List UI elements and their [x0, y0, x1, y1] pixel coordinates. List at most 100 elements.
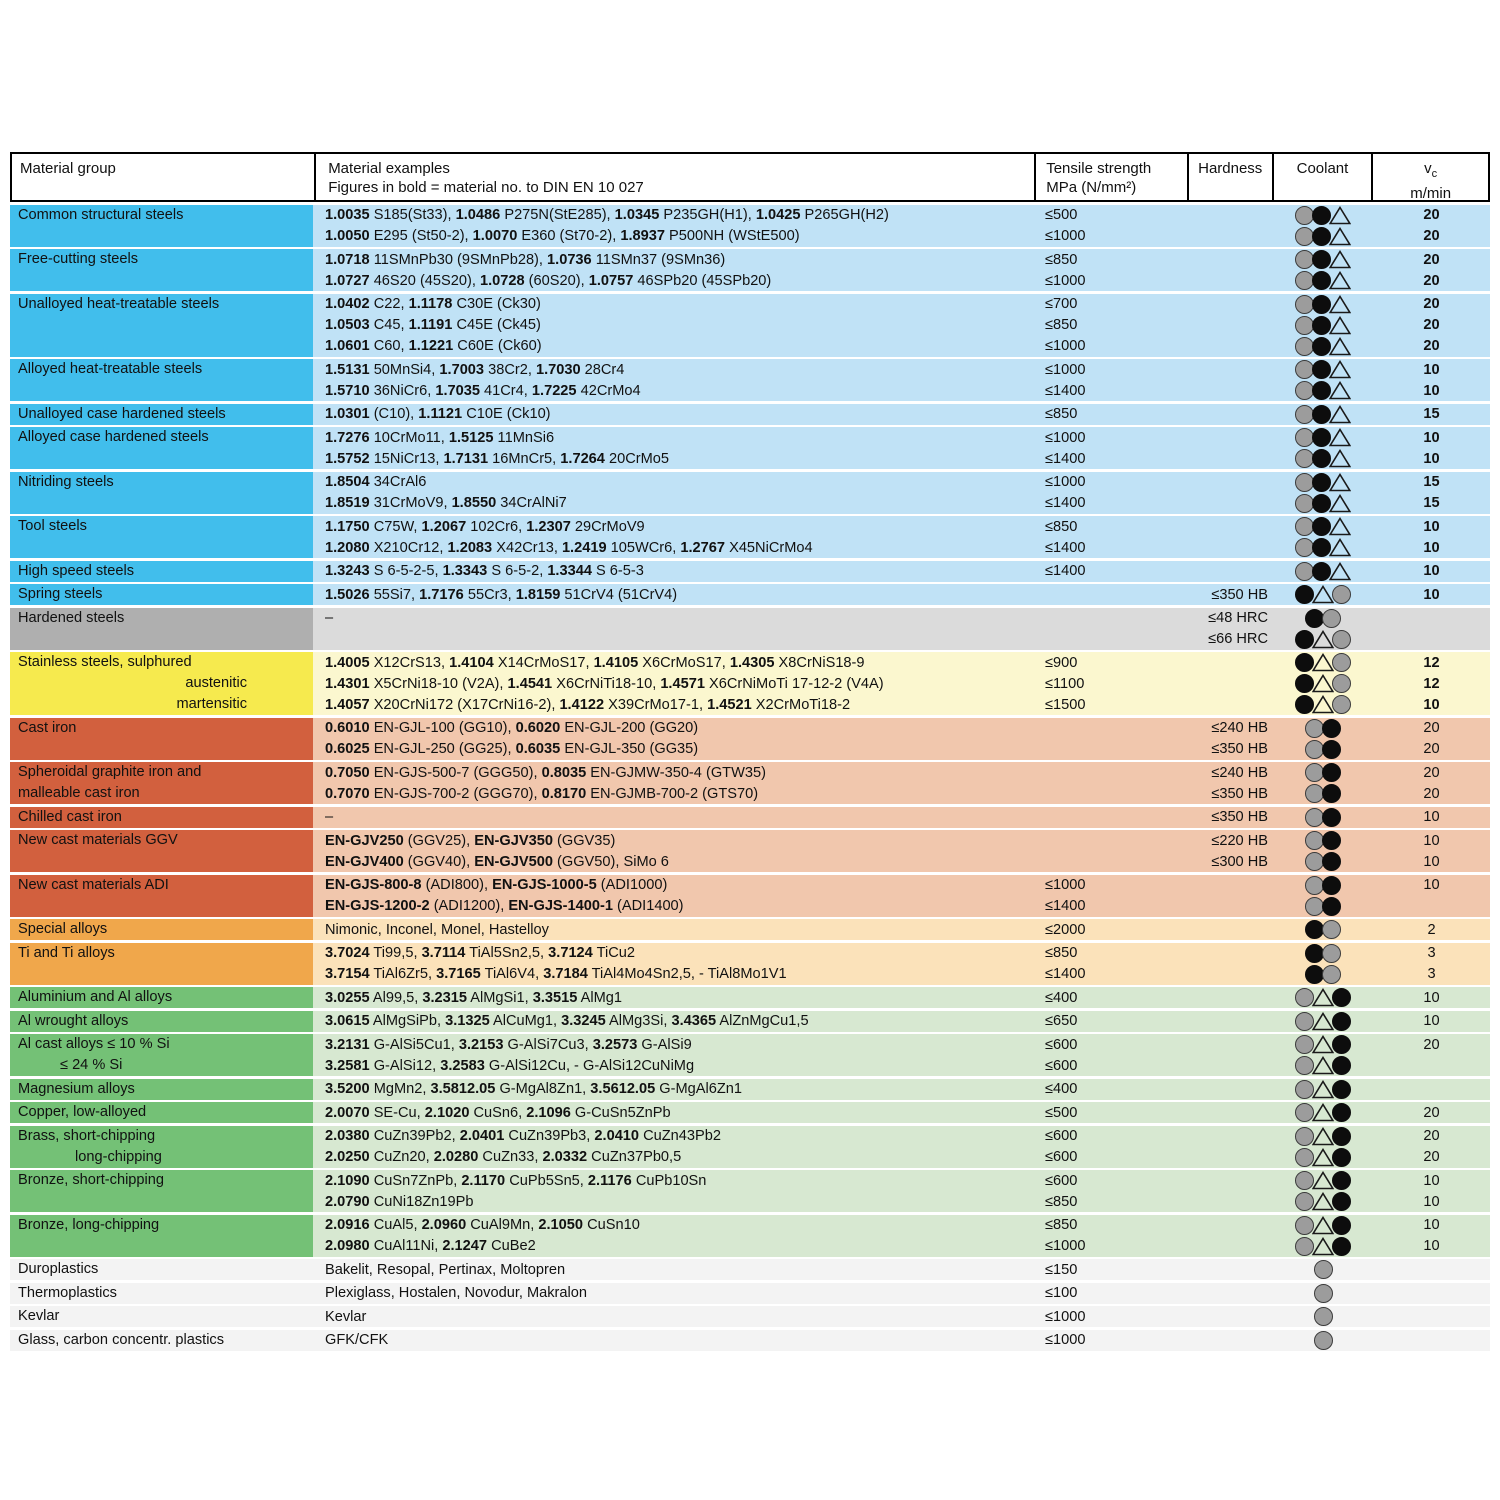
material-group-block: Tool steels 1.1750 C75W, 1.2067 102Cr6, 1… — [10, 516, 1490, 558]
hardness-cell: ≤300 HB — [1211, 853, 1268, 870]
material-group-label: Al wrought alloys — [18, 1012, 129, 1029]
material-group-block: Al cast alloys ≤ 10 % Si ≤ 24 % Si 3.2131 … — [10, 1034, 1490, 1076]
material-group-label: Unalloyed heat-treatable steels — [18, 295, 220, 312]
table-row: 1.4005 X12CrS13, 1.4104 X14CrMoS17, 1.41… — [313, 652, 1490, 673]
coolant-cell — [1273, 428, 1373, 447]
material-group-block: Copper, low-alloyed 2.0070 SE-Cu, 2.1020 … — [10, 1102, 1490, 1123]
header-material-examples-line2: Figures in bold = material no. to DIN EN… — [328, 179, 644, 196]
material-group-label: Bronze, short-chipping — [18, 1172, 165, 1188]
coolant-gray-circle-icon — [1295, 1236, 1314, 1256]
tensile-strength-cell: ≤1500 — [1045, 696, 1086, 713]
coolant-black-circle-icon — [1312, 315, 1331, 335]
material-group-cell: Aluminium and Al alloys — [10, 987, 313, 1008]
vc-cell: 10 — [1423, 1238, 1440, 1254]
tensile-strength-cell: ≤1400 — [1045, 539, 1086, 556]
coolant-triangle-icon — [1312, 674, 1334, 693]
coolant-cell — [1273, 1260, 1373, 1279]
coolant-black-circle-icon — [1332, 1236, 1351, 1256]
coolant-black-circle-icon — [1312, 294, 1331, 314]
coolant-black-circle-icon — [1332, 1103, 1351, 1122]
table-row: 1.4057 X20CrNi172 (X17CrNi16-2), 1.4122 … — [313, 694, 1490, 715]
material-group-rows: 1.8504 34CrAl6 ≤1000 15 1.8519 31CrMoV9, 1.… — [313, 471, 1490, 514]
material-group-block: Magnesium alloys 3.5200 MgMn2, 3.5812.05 … — [10, 1078, 1490, 1100]
coolant-cell — [1273, 718, 1373, 738]
material-cutting-table: Material group Material examples Figures… — [10, 152, 1490, 1351]
material-examples-cell: 0.6025 EN-GJL-250 (GG25), 0.6035 EN-GJL-… — [325, 741, 699, 757]
coolant-triangle-icon — [1312, 695, 1334, 714]
coolant-cell — [1273, 1192, 1373, 1211]
coolant-gray-circle-icon — [1295, 1147, 1314, 1167]
coolant-cell — [1273, 250, 1373, 269]
table-row: 1.0503 C45, 1.1191 C45E (Ck45) ≤850 20 — [313, 315, 1490, 336]
table-row: 1.0718 11SMnPb30 (9SMnPb28), 1.0736 11SM… — [313, 249, 1490, 270]
material-group-label: Tool steels — [18, 518, 87, 534]
vc-cell: 10 — [1423, 382, 1440, 399]
material-group-rows: 1.5131 50MnSi4, 1.7003 38Cr2, 1.7030 28C… — [313, 359, 1490, 401]
coolant-triangle-icon — [1329, 226, 1351, 246]
material-examples-cell: 2.0790 CuNi18Zn19Pb — [325, 1193, 474, 1210]
material-group-block: Spring steels 1.5026 55Si7, 1.7176 55Cr3,… — [10, 584, 1490, 605]
coolant-cell — [1273, 629, 1373, 649]
coolant-black-circle-icon — [1322, 875, 1341, 895]
coolant-black-circle-icon — [1312, 449, 1331, 468]
hardness-cell: ≤48 HRC — [1208, 610, 1268, 626]
material-group-rows: 3.0615 AlMgSiPb, 3.1325 AlCuMg1, 3.3245 … — [313, 1010, 1490, 1032]
vc-cell: 20 — [1423, 1128, 1440, 1144]
material-group-rows: 1.4005 X12CrS13, 1.4104 X14CrMoS17, 1.41… — [313, 652, 1490, 715]
table-row: 0.6010 EN-GJL-100 (GG10), 0.6020 EN-GJL-… — [313, 718, 1490, 739]
header-coolant-label: Coolant — [1296, 160, 1349, 177]
tensile-strength-cell: ≤900 — [1045, 654, 1078, 671]
coolant-cell — [1273, 964, 1373, 984]
tensile-strength-cell: ≤1400 — [1045, 495, 1086, 511]
coolant-black-circle-icon — [1322, 896, 1341, 916]
coolant-gray-circle-icon — [1295, 1126, 1314, 1146]
coolant-black-circle-icon — [1312, 472, 1331, 492]
material-group-block: Hardened steels – ≤48 HRC ≤66 HRC — [10, 607, 1490, 650]
coolant-cell — [1273, 360, 1373, 379]
vc-cell: 10 — [1423, 989, 1440, 1006]
tensile-strength-cell: ≤600 — [1045, 1149, 1078, 1165]
tensile-strength-cell: ≤1000 — [1045, 1238, 1086, 1254]
coolant-triangle-icon — [1329, 294, 1351, 314]
material-examples-cell: 0.6010 EN-GJL-100 (GG10), 0.6020 EN-GJL-… — [325, 720, 699, 736]
material-group-cell: Glass, carbon concentr. plastics — [10, 1329, 313, 1351]
material-group-rows: EN-GJS-800-8 (ADI800), EN-GJS-1000-5 (AD… — [313, 874, 1490, 917]
vc-cell: 15 — [1423, 406, 1440, 422]
coolant-cell — [1273, 1056, 1373, 1075]
tensile-strength-cell: ≤850 — [1045, 406, 1078, 422]
coolant-cell — [1273, 784, 1373, 803]
material-examples-cell: 0.7050 EN-GJS-500-7 (GGG50), 0.8035 EN-G… — [325, 764, 766, 781]
table-row: 3.7154 TiAl6Zr5, 3.7165 TiAl6V4, 3.7184 … — [313, 964, 1490, 985]
material-group-block: Bronze, short-chipping 2.1090 CuSn7ZnPb, … — [10, 1170, 1490, 1212]
coolant-triangle-icon — [1312, 585, 1334, 604]
hardness-cell: ≤350 HB — [1211, 785, 1268, 802]
material-group-cell: Bronze, short-chipping — [10, 1170, 313, 1212]
tensile-strength-cell: ≤600 — [1045, 1036, 1078, 1053]
material-group-cell: Cast iron — [10, 717, 313, 760]
coolant-cell — [1273, 226, 1373, 246]
table-row: 1.0402 C22, 1.1178 C30E (Ck30) ≤700 20 — [313, 294, 1490, 315]
vc-cell: 20 — [1423, 1104, 1440, 1121]
material-group-block: Brass, short-chipping long-chipping 2.0380… — [10, 1125, 1490, 1168]
material-examples-cell: 2.1090 CuSn7ZnPb, 2.1170 CuPb5Sn5, 2.117… — [325, 1172, 707, 1189]
material-group-block: Cast iron 0.6010 EN-GJL-100 (GG10), 0.602… — [10, 717, 1490, 760]
material-examples-cell: 1.5131 50MnSi4, 1.7003 38Cr2, 1.7030 28C… — [325, 361, 625, 378]
hardness-cell: ≤66 HRC — [1208, 631, 1268, 647]
material-group-cell: New cast materials ADI — [10, 874, 313, 917]
table-row: 1.2080 X210Cr12, 1.2083 X42Cr13, 1.2419 … — [313, 537, 1490, 558]
material-group-block: Glass, carbon concentr. plastics GFK/CFK ≤… — [10, 1329, 1490, 1351]
hardness-cell: ≤350 HB — [1211, 809, 1268, 825]
material-group-rows: 0.6010 EN-GJL-100 (GG10), 0.6020 EN-GJL-… — [313, 717, 1490, 760]
material-group-rows: Nimonic, Inconel, Monel, Hastelloy ≤2000 2 — [313, 919, 1490, 940]
header-material-examples: Material examples Figures in bold = mate… — [314, 154, 1034, 200]
material-group-block: Spheroidal graphite iron and malleable ca… — [10, 762, 1490, 804]
coolant-cell — [1273, 404, 1373, 424]
material-examples-cell: 3.7024 Ti99,5, 3.7114 TiAl5Sn2,5, 3.7124… — [325, 945, 635, 961]
vc-cell: 3 — [1427, 966, 1436, 982]
material-group-label: Duroplastics — [18, 1261, 99, 1277]
coolant-black-circle-icon — [1332, 1079, 1351, 1099]
coolant-triangle-icon — [1312, 1056, 1334, 1075]
tensile-strength-cell: ≤1400 — [1045, 382, 1086, 399]
vc-cell: 2 — [1427, 921, 1436, 938]
coolant-cell — [1273, 653, 1373, 672]
